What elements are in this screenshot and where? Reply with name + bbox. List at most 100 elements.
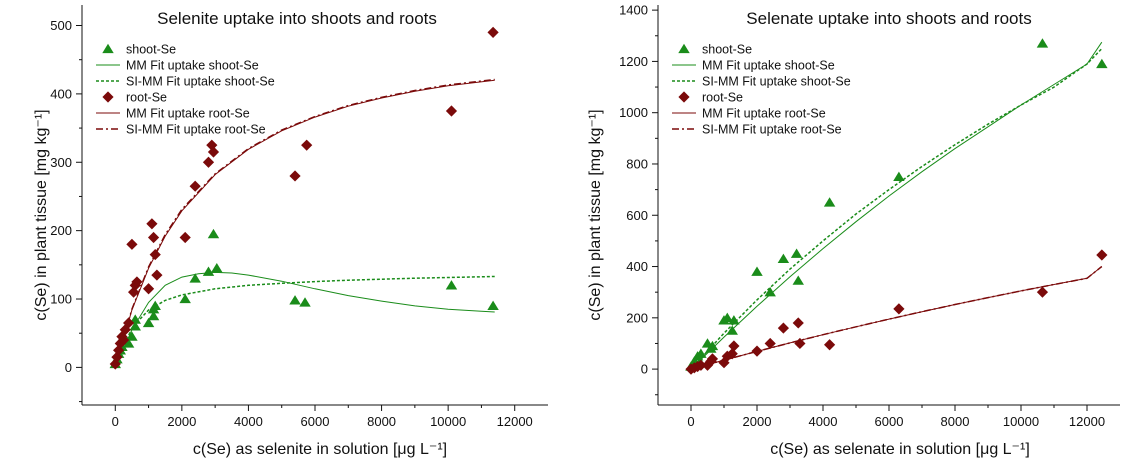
root-point (126, 238, 138, 250)
root-point (189, 180, 201, 192)
chart-selenate-uptake: Selenate uptake into shoots and roots c(… (587, 3, 1120, 458)
x-tick-label: 12000 (497, 414, 533, 429)
legend-triangle-marker (678, 43, 690, 54)
y-tick-label: 800 (626, 156, 648, 171)
shoot-point (126, 331, 138, 341)
root-point (445, 105, 458, 117)
shoot-point (122, 338, 135, 348)
x-tick-label: 4000 (809, 414, 838, 429)
shoot-point (179, 293, 191, 304)
shoot-point (764, 286, 776, 297)
legend-label: SI-MM Fit uptake root-Se (702, 123, 842, 137)
root-point (824, 339, 836, 351)
root-point (726, 348, 738, 360)
root-point (207, 146, 220, 158)
y-tick-label: 0 (641, 362, 648, 377)
shoot-point (487, 300, 499, 311)
y-tick-label: 600 (626, 208, 648, 223)
legend-label: MM Fit uptake root-Se (126, 107, 250, 121)
shoot-point (289, 295, 301, 305)
y-tick-label: 1400 (619, 3, 648, 18)
shoot-point (1096, 58, 1108, 69)
legend-label: SI-MM Fit uptake shoot-Se (702, 75, 851, 89)
x-tick-label: 0 (687, 414, 694, 429)
root-point (794, 337, 806, 350)
root-point (151, 269, 163, 281)
root-point (123, 317, 135, 329)
y-tick-label: 200 (626, 310, 648, 325)
root-point (289, 170, 301, 182)
root-point (146, 218, 158, 230)
legend-label: MM Fit uptake shoot-Se (126, 59, 259, 73)
x-tick-label: 2000 (167, 414, 196, 429)
y-tick-label: 1200 (619, 54, 648, 69)
root-point (147, 231, 160, 244)
root-point (1036, 286, 1049, 298)
y-tick-label: 200 (50, 223, 72, 238)
shoot-point (207, 228, 220, 239)
y-axis-label: c(Se) in plant tissue [mg kg⁻¹] (587, 109, 604, 320)
root-point (142, 283, 155, 295)
x-tick-label: 8000 (367, 414, 396, 429)
series-line (690, 48, 1103, 370)
y-tick-label: 500 (50, 18, 72, 33)
x-axis-label: c(Se) as selenite in solution [μg L⁻¹] (193, 441, 447, 458)
x-tick-label: 0 (112, 414, 119, 429)
root-point (149, 248, 161, 261)
x-tick-label: 8000 (941, 414, 970, 429)
x-tick-label: 10000 (1003, 414, 1039, 429)
shoot-point (189, 273, 201, 283)
shoot-point (1036, 38, 1049, 48)
legend-diamond-marker (678, 91, 690, 103)
shoot-point (726, 325, 738, 335)
y-tick-label: 400 (626, 259, 648, 274)
shoot-point (129, 321, 141, 331)
legend-label: shoot-Se (126, 43, 176, 57)
y-tick-label: 400 (50, 86, 72, 101)
legend: shoot-Se MM Fit uptake shoot-Se SI-MM Fit … (672, 43, 851, 137)
x-tick-label: 2000 (743, 414, 772, 429)
legend-label: MM Fit uptake root-Se (702, 107, 826, 121)
series-line (690, 265, 1103, 370)
y-tick-label: 100 (50, 292, 72, 307)
chart-selenite-uptake: Selenite uptake into shoots and roots c(… (33, 5, 548, 458)
legend-label: shoot-Se (702, 43, 752, 57)
legend-label: SI-MM Fit uptake root-Se (126, 123, 266, 137)
root-point (718, 357, 730, 369)
chart-title: Selenate uptake into shoots and roots (746, 9, 1031, 28)
shoot-point (445, 280, 458, 290)
shoot-point (728, 315, 740, 325)
root-point (131, 276, 143, 288)
root-point (706, 353, 719, 365)
shoot-point (147, 310, 160, 321)
y-tick-label: 0 (65, 360, 72, 375)
root-point (751, 345, 763, 357)
root-point (777, 322, 789, 334)
root-point (893, 303, 905, 315)
shoot-point (695, 348, 707, 358)
root-point (792, 317, 804, 329)
y-tick-label: 300 (50, 155, 72, 170)
shoot-point (790, 248, 803, 258)
legend-label: root-Se (126, 91, 167, 105)
root-point (728, 340, 740, 352)
shoot-point (792, 275, 804, 285)
x-tick-label: 10000 (430, 414, 466, 429)
root-point (202, 156, 215, 168)
legend-label: SI-MM Fit uptake shoot-Se (126, 75, 275, 89)
root-point (764, 337, 776, 350)
shoot-point (823, 197, 836, 207)
x-tick-label: 6000 (301, 414, 330, 429)
series-line (690, 41, 1103, 370)
shoot-point (202, 266, 215, 276)
legend: shoot-Se MM Fit uptake shoot-Se SI-MM Fit … (96, 43, 275, 137)
x-axis-label: c(Se) as selenate in solution [μg L⁻¹] (770, 441, 1030, 458)
x-tick-label: 4000 (234, 414, 263, 429)
series-line (114, 271, 495, 368)
shoot-point (751, 266, 763, 276)
x-tick-label: 6000 (875, 414, 904, 429)
shoot-point (777, 253, 790, 264)
shoot-point (721, 312, 734, 322)
y-tick-label: 1000 (619, 105, 648, 120)
